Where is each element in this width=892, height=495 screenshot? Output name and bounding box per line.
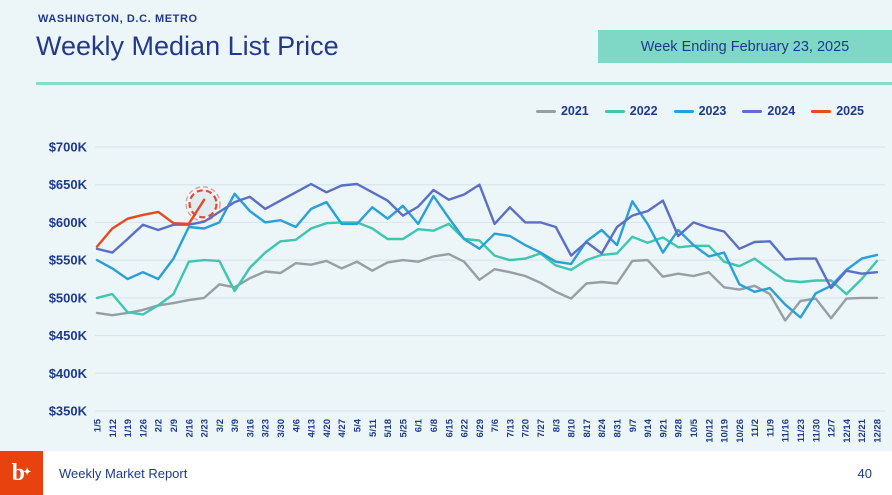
series-line-2022 [95, 221, 879, 316]
legend-swatch-2025 [811, 109, 832, 113]
week-ending-badge: Week Ending February 23, 2025 [598, 30, 892, 63]
x-tick-label: 2/23 [200, 419, 211, 438]
x-tick-label: 6/8 [429, 419, 440, 432]
legend-item-2023: 2023 [673, 104, 727, 118]
y-tick-label: $650K [49, 177, 88, 192]
x-tick-label: 8/17 [582, 419, 593, 438]
page-title: Weekly Median List Price [36, 31, 339, 61]
x-tick-label: 12/21 [857, 418, 868, 442]
y-tick-label: $550K [49, 253, 88, 268]
title-underline [36, 82, 892, 85]
page-number: 40 [857, 466, 872, 481]
legend-label: 2022 [629, 104, 658, 118]
x-tick-label: 1/19 [123, 419, 134, 438]
series-line-2023 [95, 192, 879, 319]
x-tick-label: 10/19 [720, 419, 731, 443]
y-tick-label: $350K [49, 404, 88, 419]
x-tick-label: 11/23 [796, 419, 807, 442]
annotation-circle [185, 186, 221, 222]
x-tick-label: 9/14 [643, 418, 654, 437]
x-tick-label: 4/20 [322, 419, 333, 438]
x-tick-label: 2/2 [154, 419, 165, 432]
x-tick-label: 5/4 [353, 418, 364, 432]
x-tick-label: 1/12 [108, 419, 119, 438]
x-tick-label: 11/16 [781, 419, 792, 442]
x-tick-label: 6/29 [475, 419, 486, 438]
legend-swatch-2021 [535, 109, 556, 113]
x-tick-label: 1/5 [93, 418, 104, 432]
y-tick-label: $600K [49, 215, 88, 230]
series-lines [95, 182, 879, 322]
x-tick-label: 9/28 [674, 419, 685, 438]
legend-item-2024: 2024 [742, 104, 795, 118]
logo-star-icon: ✦ [22, 467, 32, 478]
x-tick-label: 11/2 [750, 419, 761, 437]
legend-item-2025: 2025 [811, 104, 864, 118]
x-tick-label: 8/24 [597, 418, 608, 437]
x-tick-label: 4/27 [337, 419, 348, 438]
y-tick-label: $400K [49, 366, 88, 381]
x-tick-label: 1/26 [138, 419, 149, 438]
x-tick-label: 5/18 [383, 419, 394, 438]
x-tick-label: 7/20 [521, 419, 532, 438]
x-tick-label: 12/14 [842, 418, 853, 442]
legend-item-2021: 2021 [535, 104, 589, 118]
x-tick-label: 3/16 [245, 419, 256, 438]
x-tick-label: 3/2 [215, 419, 226, 432]
x-tick-label: 7/6 [490, 419, 501, 432]
report-name: Weekly Market Report [59, 466, 188, 481]
legend-label: 2024 [767, 104, 796, 118]
x-tick-label: 11/9 [765, 419, 776, 437]
series-line-2024 [95, 182, 879, 290]
x-tick-label: 5/11 [368, 418, 379, 437]
y-tick-label: $700K [49, 140, 88, 155]
gridlines [95, 146, 885, 412]
x-tick-label: 2/16 [184, 419, 195, 438]
series-line-2025 [95, 198, 206, 248]
footer-bar: b ✦ Weekly Market Report 40 [0, 451, 892, 495]
x-tick-label: 3/30 [276, 419, 287, 438]
legend-label: 2023 [698, 104, 727, 118]
x-tick-label: 12/7 [827, 419, 838, 438]
y-tick-label: $450K [49, 328, 88, 343]
x-tick-label: 12/28 [873, 419, 884, 443]
chart-legend: 2021 2022 2023 2024 2025 [535, 104, 864, 118]
x-tick-label: 7/27 [536, 419, 547, 438]
x-tick-label: 10/26 [735, 419, 746, 443]
x-tick-label: 4/13 [307, 419, 318, 438]
x-tick-label: 3/23 [261, 419, 272, 438]
legend-item-2022: 2022 [604, 104, 658, 118]
x-tick-label: 9/21 [658, 418, 669, 437]
x-axis-labels: 1/5 1/12 1/19 1/26 2/2 2/9 2/16 2/23 3/2 3/9 3/16 3… [93, 418, 884, 442]
x-tick-label: 6/15 [444, 418, 455, 437]
legend-label: 2025 [836, 104, 864, 118]
legend-label: 2021 [560, 104, 589, 118]
annotation-outer-ring [185, 186, 221, 222]
x-tick-label: 4/6 [291, 419, 302, 432]
y-axis-labels: $350K $400K $450K $500K $550K $600K $650K $700K [49, 140, 88, 419]
x-tick-label: 6/22 [460, 419, 471, 438]
x-tick-label: 8/10 [567, 419, 578, 438]
line-chart: $350K $400K $450K $500K $550K $600K $650K $700K… [0, 95, 892, 455]
x-tick-label: 10/12 [704, 419, 715, 443]
x-tick-label: 9/7 [628, 419, 639, 432]
x-tick-label: 7/13 [505, 419, 516, 438]
brightmls-logo: b ✦ [0, 451, 43, 495]
x-tick-label: 3/9 [230, 419, 241, 432]
legend-swatch-2022 [604, 109, 625, 113]
x-tick-label: 10/5 [689, 418, 700, 437]
legend-swatch-2023 [673, 109, 694, 113]
x-tick-label: 8/31 [613, 418, 624, 437]
x-tick-label: 5/25 [398, 418, 409, 437]
x-tick-label: 6/1 [414, 418, 425, 432]
median-list-price-chart: $350K $400K $450K $500K $550K $600K $650K $700K… [49, 140, 885, 443]
x-tick-label: 2/9 [169, 419, 180, 432]
legend-swatch-2024 [742, 109, 763, 113]
annotation-inner-ring [188, 189, 218, 219]
x-tick-label: 8/3 [551, 419, 562, 432]
x-tick-label: 11/30 [811, 419, 822, 442]
y-tick-label: $500K [49, 290, 88, 305]
region-label: WASHINGTON, D.C. METRO [38, 13, 198, 25]
